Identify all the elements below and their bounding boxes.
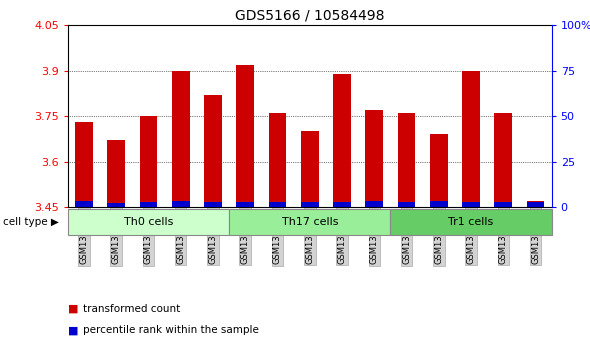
Bar [68,209,229,236]
Bar [237,202,254,207]
Text: cell type ▶: cell type ▶ [3,217,59,227]
Bar [301,131,319,207]
Title: GDS5166 / 10584498: GDS5166 / 10584498 [235,9,385,23]
Bar [75,201,93,207]
Bar [391,209,552,236]
Bar [229,209,391,236]
Bar [268,202,286,207]
Text: Th17 cells: Th17 cells [281,217,338,227]
Bar [204,202,222,207]
Bar [140,202,158,207]
Bar [430,201,448,207]
Text: Th0 cells: Th0 cells [124,217,173,227]
Text: percentile rank within the sample: percentile rank within the sample [83,325,258,335]
Bar [107,140,125,207]
Bar [527,201,545,207]
Bar [140,116,158,207]
Bar [494,113,512,207]
Bar [430,134,448,207]
Bar [527,202,545,207]
Bar [333,74,351,207]
Bar [398,113,415,207]
Bar [172,71,189,207]
Text: Tr1 cells: Tr1 cells [448,217,494,227]
Bar [333,202,351,207]
Bar [107,203,125,207]
Bar [172,201,189,207]
Text: ■: ■ [68,303,78,314]
Bar [462,202,480,207]
Bar [301,202,319,207]
Bar [237,65,254,207]
Bar [204,95,222,207]
Bar [494,202,512,207]
Bar [75,122,93,207]
Text: ■: ■ [68,325,78,335]
Bar [365,110,383,207]
Text: transformed count: transformed count [83,303,180,314]
Bar [462,71,480,207]
Bar [398,202,415,207]
Bar [268,113,286,207]
Bar [365,201,383,207]
